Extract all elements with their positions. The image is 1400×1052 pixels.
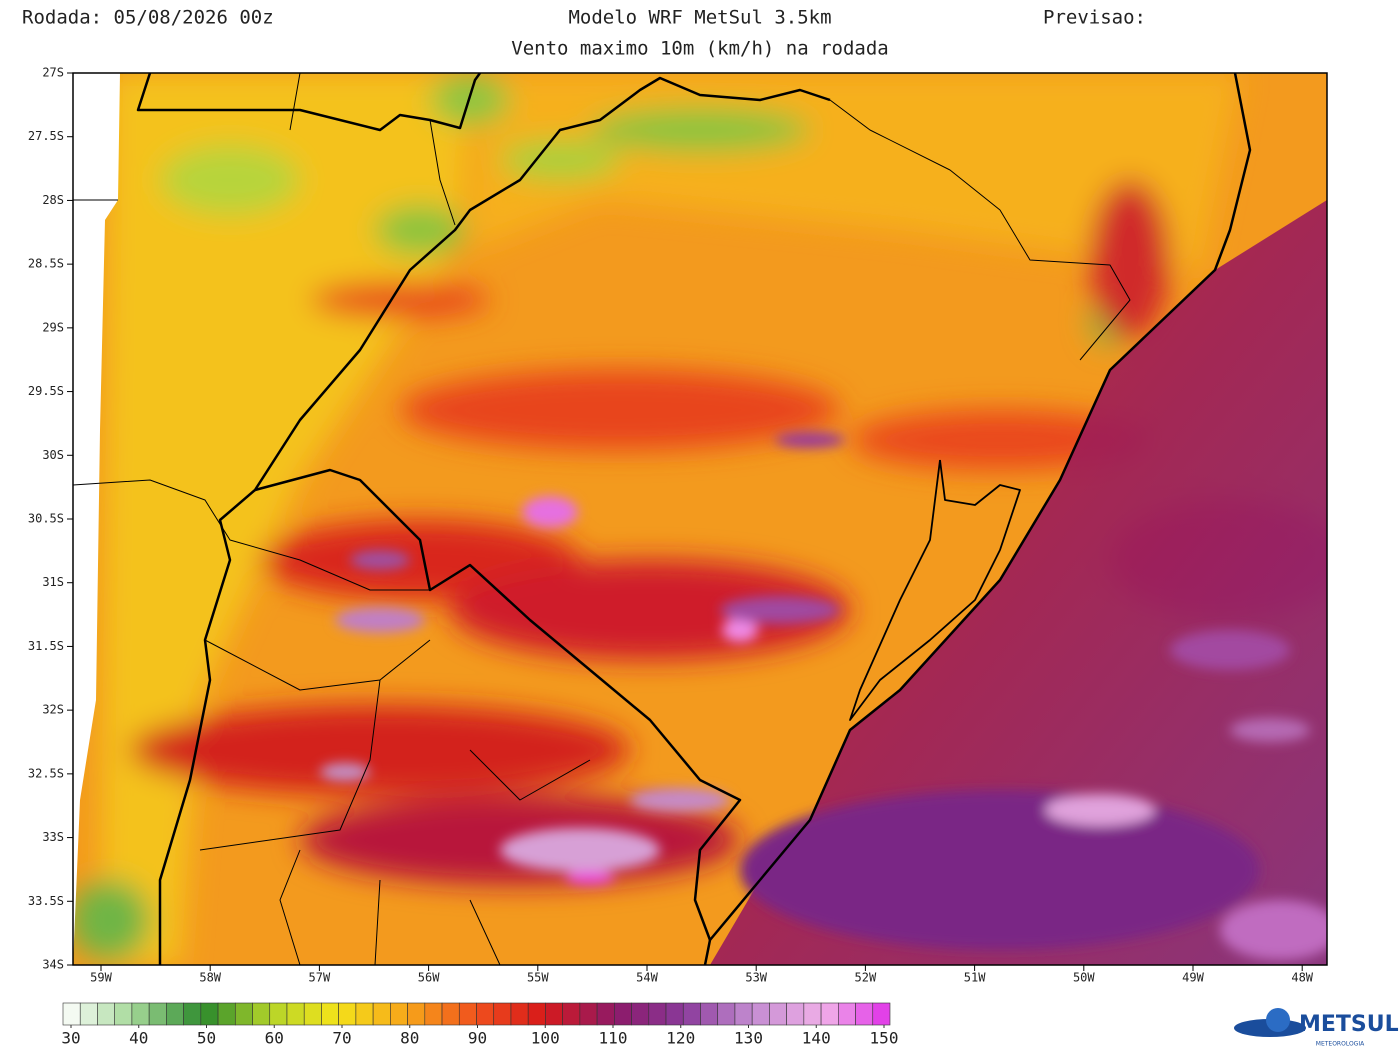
lat-label: 28.5S xyxy=(28,257,64,271)
lon-label: 58W xyxy=(199,971,221,985)
lon-label: 55W xyxy=(527,971,549,985)
lon-label: 56W xyxy=(418,971,440,985)
colorbar-cell xyxy=(338,1002,357,1026)
colorbar-cell xyxy=(114,1002,133,1026)
colorbar-cell xyxy=(734,1002,753,1026)
colorbar-cell xyxy=(838,1002,856,1026)
colorbar-label: 140 xyxy=(802,1029,831,1048)
colorbar-cell xyxy=(372,1002,391,1026)
lon-label: 54W xyxy=(636,971,658,985)
colorbar-cell xyxy=(820,1002,839,1026)
colorbar-cell xyxy=(217,1002,236,1026)
colorbar-cell xyxy=(803,1002,822,1026)
lat-label: 31S xyxy=(42,575,64,589)
colorbar-label: 70 xyxy=(332,1029,351,1048)
lat-label: 33S xyxy=(42,830,64,844)
colorbar-label: 130 xyxy=(734,1029,763,1048)
colorbar-cell xyxy=(493,1002,512,1026)
lat-label: 30.5S xyxy=(28,512,64,526)
colorbar-cell xyxy=(390,1002,408,1026)
colorbar-cell xyxy=(717,1002,736,1026)
lon-label: 53W xyxy=(745,971,767,985)
colorbar-cell xyxy=(682,1002,701,1026)
colorbar-cell xyxy=(786,1002,805,1026)
logo: METSUL METEOROLOGIA xyxy=(1234,1008,1399,1048)
lat-label: 33.5S xyxy=(28,894,64,908)
subtitle: Vento maximo 10m (km/h) na rodada xyxy=(511,38,889,60)
colorbar-label: 30 xyxy=(61,1029,80,1048)
colorbar-cell xyxy=(79,1002,98,1026)
colorbar-cell xyxy=(234,1002,253,1026)
colorbar: 30 40 50 60 70 80 90 100 110 120 130 140 150 xyxy=(61,1002,899,1048)
lon-label: 51W xyxy=(964,971,986,985)
colorbar-cell xyxy=(303,1002,322,1026)
colorbar-cell xyxy=(424,1002,443,1026)
run-label: Rodada: 05/08/2026 00z xyxy=(22,7,274,29)
lon-label: 57W xyxy=(309,971,331,985)
axes: 27S 27.5S 28S 28.5S 29S 29.5S 30S 30.5S 31S 31.5S… xyxy=(28,66,1314,985)
colorbar-cell xyxy=(769,1002,787,1026)
colorbar-cell xyxy=(183,1002,202,1026)
colorbar-cell xyxy=(527,1002,546,1026)
colorbar-label: 50 xyxy=(197,1029,216,1048)
colorbar-label: 40 xyxy=(129,1029,148,1048)
colorbar-cell xyxy=(252,1002,271,1026)
colorbar-cell xyxy=(286,1002,305,1026)
colorbar-cell xyxy=(441,1002,460,1026)
colorbar-cell xyxy=(700,1002,719,1026)
colorbar-cell xyxy=(751,1002,770,1026)
colorbar-cell xyxy=(596,1002,615,1026)
colorbar-cell xyxy=(855,1002,874,1026)
lat-label: 32.5S xyxy=(28,766,64,780)
lon-label: 48W xyxy=(1291,971,1313,985)
lon-label: 49W xyxy=(1182,971,1204,985)
colorbar-label: 100 xyxy=(531,1029,560,1048)
lon-label: 59W xyxy=(90,971,112,985)
model-label: Modelo WRF MetSul 3.5km xyxy=(568,7,831,29)
logo-name: METSUL xyxy=(1299,1012,1399,1037)
lat-label: 30S xyxy=(42,448,64,462)
colorbar-cell xyxy=(458,1002,477,1026)
colorbar-cell xyxy=(269,1002,288,1026)
colorbar-cell xyxy=(562,1002,581,1026)
lon-label: 50W xyxy=(1073,971,1095,985)
lat-label: 27.5S xyxy=(28,129,64,143)
colorbar-cell xyxy=(166,1002,184,1026)
colorbar-cell xyxy=(476,1002,495,1026)
colorbar-label: 60 xyxy=(265,1029,284,1048)
colorbar-label: 90 xyxy=(468,1029,487,1048)
lat-label: 31.5S xyxy=(28,639,64,653)
forecast-label: Previsao: xyxy=(1043,7,1146,29)
colorbar-cell xyxy=(200,1002,219,1026)
colorbar-cell xyxy=(62,1002,81,1026)
colorbar-cell xyxy=(614,1002,632,1026)
colorbar-label: 120 xyxy=(666,1029,695,1048)
lat-label: 32S xyxy=(42,703,64,717)
logo-tagline: METEOROLOGIA xyxy=(1316,1041,1365,1048)
lat-label: 27S xyxy=(42,66,64,80)
colorbar-label: 110 xyxy=(599,1029,628,1048)
colorbar-cell xyxy=(648,1002,667,1026)
colorbar-cell xyxy=(872,1002,891,1026)
colorbar-cell xyxy=(131,1002,150,1026)
colorbar-label: 80 xyxy=(400,1029,419,1048)
colorbar-cell xyxy=(355,1002,374,1026)
colorbar-cell xyxy=(148,1002,167,1026)
lat-label: 29.5S xyxy=(28,384,64,398)
colorbar-cell xyxy=(407,1002,426,1026)
colorbar-label: 150 xyxy=(870,1029,899,1048)
colorbar-cell xyxy=(321,1002,339,1026)
lat-label: 29S xyxy=(42,320,64,334)
colorbar-cell xyxy=(510,1002,529,1026)
lat-label: 28S xyxy=(42,193,64,207)
colorbar-cell xyxy=(579,1002,598,1026)
colorbar-cell xyxy=(631,1002,650,1026)
colorbar-cell xyxy=(665,1002,684,1026)
lon-label: 52W xyxy=(855,971,877,985)
wind-field xyxy=(73,73,1327,965)
colorbar-cell xyxy=(545,1002,563,1026)
colorbar-cell xyxy=(97,1002,115,1026)
lat-label: 34S xyxy=(42,958,64,972)
